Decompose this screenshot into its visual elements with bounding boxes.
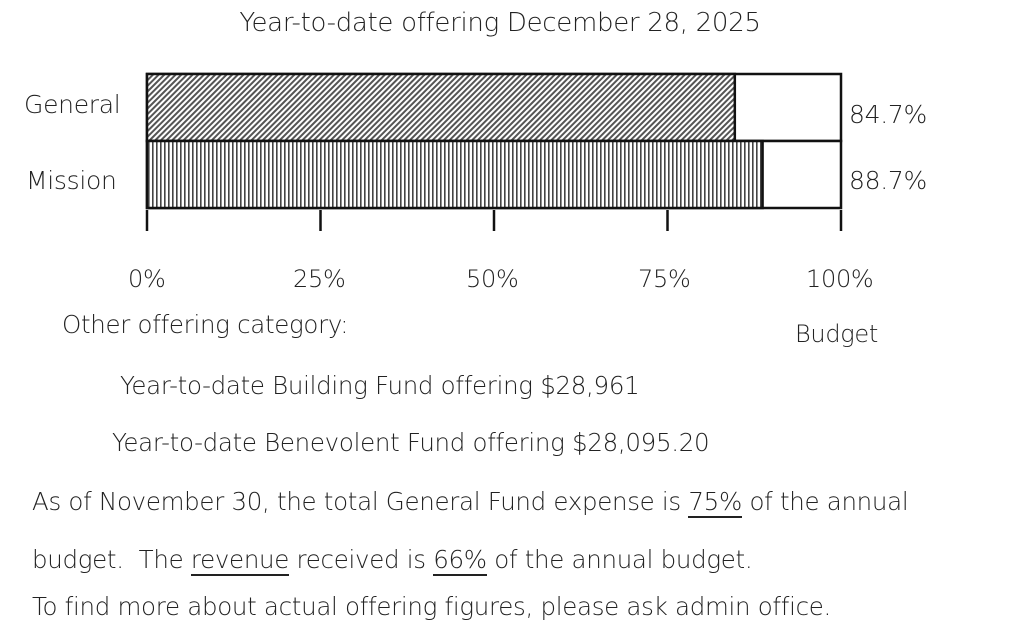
bar-mission	[145, 139, 764, 210]
expense-percent: 75%	[688, 487, 742, 518]
revenue-percent: 66%	[433, 545, 487, 576]
x-axis-label: Budget	[795, 320, 878, 348]
chart-title: Year-to-date offering December 28, 2025	[239, 8, 761, 38]
revenue-line-mid: received is	[289, 545, 434, 574]
expense-line-post: of the annual	[741, 487, 909, 516]
tick-label-50: 50%	[466, 265, 519, 293]
revenue-line-post: of the annual budget.	[486, 545, 753, 574]
expense-line-pre: As of November 30, the total General Fun…	[32, 487, 689, 516]
data-label-general: 84.7%	[849, 100, 927, 129]
tick-label-0: 0%	[128, 265, 166, 293]
tick-label-100: 100%	[806, 265, 874, 293]
revenue-line-pre: budget. The	[32, 545, 191, 574]
bar-chart	[145, 72, 843, 231]
category-label-general: General	[24, 90, 121, 119]
contact-line: To find more about actual offering figur…	[32, 592, 832, 621]
revenue-word: revenue	[190, 545, 290, 576]
data-label-mission: 88.7%	[849, 166, 927, 195]
other-category-heading: Other offering category:	[62, 310, 349, 339]
tick-label-25: 25%	[293, 265, 346, 293]
building-fund-line: Year-to-date Building Fund offering $28,…	[120, 371, 640, 400]
benevolent-fund-line: Year-to-date Benevolent Fund offering $2…	[112, 428, 710, 457]
bar-general	[145, 72, 737, 143]
revenue-line: budget. The revenue received is 66% of t…	[32, 545, 753, 576]
category-label-mission: Mission	[26, 166, 117, 195]
tick-label-75: 75%	[638, 265, 691, 293]
expense-line: As of November 30, the total General Fun…	[32, 487, 909, 518]
